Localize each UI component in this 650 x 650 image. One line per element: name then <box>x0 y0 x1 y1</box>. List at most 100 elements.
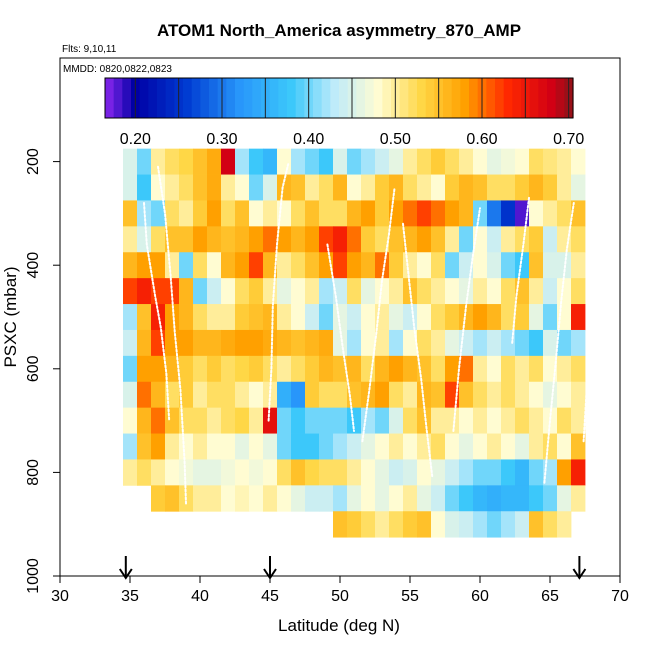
dates-label: MMDD: 0820,0822,0823 <box>63 64 172 75</box>
heatmap-cell <box>375 329 390 357</box>
heatmap-cell <box>445 252 460 279</box>
heatmap-cell <box>403 511 418 538</box>
heatmap-cell <box>347 329 362 357</box>
heatmap-cell <box>445 355 460 383</box>
heatmap-cell <box>291 252 306 279</box>
heatmap-cell <box>277 433 292 460</box>
heatmap-cell <box>207 329 222 357</box>
heatmap-cell <box>291 485 306 512</box>
heatmap-cell <box>123 459 138 486</box>
heatmap-cell <box>515 329 530 357</box>
heatmap-cell <box>361 174 376 201</box>
heatmap-cell <box>431 226 446 253</box>
heatmap-cell <box>571 381 586 409</box>
colorbar-segment <box>382 78 392 118</box>
heatmap-cell <box>179 174 194 201</box>
heatmap-cell <box>151 148 166 175</box>
flight-profile-lines <box>143 163 593 505</box>
colorbar-segment <box>538 78 548 118</box>
heatmap-cell <box>417 278 432 305</box>
heatmap-cell <box>347 226 362 253</box>
heatmap-cell <box>459 200 474 227</box>
heatmap-cell <box>459 174 474 201</box>
heatmap-cell <box>459 148 474 175</box>
heatmap-cell <box>543 252 558 279</box>
heatmap-cell <box>291 355 306 383</box>
heatmap-cell <box>221 485 236 512</box>
heatmap-cell <box>389 148 404 175</box>
heatmap-cell <box>515 381 530 409</box>
heatmap-cell <box>221 252 236 279</box>
heatmap-cell <box>277 355 292 383</box>
colorbar-segment <box>356 78 366 118</box>
heatmap-cell <box>375 355 390 383</box>
heatmap-cell <box>123 226 138 253</box>
heatmap-cell <box>375 407 390 434</box>
heatmap-cell <box>333 226 348 253</box>
heatmap-cell <box>431 407 446 434</box>
heatmap-cell <box>543 148 558 175</box>
heatmap-cell <box>263 174 278 201</box>
heatmap-cell <box>123 304 138 331</box>
heatmap-cell <box>543 329 558 357</box>
heatmap-cell <box>459 381 474 409</box>
heatmap-cell <box>361 304 376 331</box>
colorbar-segment <box>330 78 340 118</box>
heatmap-cell <box>529 433 544 460</box>
heatmap-cell <box>571 200 586 227</box>
heatmap-cell <box>249 148 264 175</box>
heatmap-cell <box>417 252 432 279</box>
heatmap-cell <box>277 407 292 434</box>
colorbar-segment <box>529 78 539 118</box>
heatmap-cell <box>277 381 292 409</box>
heatmap-cell <box>487 485 502 512</box>
heatmap-cell <box>291 174 306 201</box>
colorbar-segment <box>408 78 418 118</box>
heatmap-cell <box>529 200 544 227</box>
heatmap-cell <box>445 148 460 175</box>
heatmap-cell <box>347 200 362 227</box>
heatmap-cell <box>557 355 572 383</box>
heatmap-cell <box>501 174 516 201</box>
heatmap-cell <box>207 407 222 434</box>
heatmap-cell <box>473 200 488 227</box>
heatmap-cell <box>403 174 418 201</box>
flight-profile <box>157 165 187 505</box>
x-tick-label: 30 <box>51 588 69 605</box>
heatmap-cell <box>529 304 544 331</box>
heatmap-cell <box>487 433 502 460</box>
heatmap-cell <box>179 459 194 486</box>
heatmap-cell <box>137 226 152 253</box>
down-arrow-icon <box>263 556 277 580</box>
colorbar-tick-label: 0.30 <box>206 131 237 148</box>
colorbar-segment <box>122 78 132 118</box>
heatmap-cell <box>319 485 334 512</box>
heatmap-cell <box>165 200 180 227</box>
heatmap-cell <box>207 226 222 253</box>
heatmap-cell <box>361 148 376 175</box>
heatmap-cell <box>473 252 488 279</box>
heatmap-cell <box>417 485 432 512</box>
heatmap-cell <box>207 433 222 460</box>
heatmap-cell <box>333 355 348 383</box>
heatmap-cell <box>529 278 544 305</box>
heatmap-cell <box>473 459 488 486</box>
heatmap-cell <box>403 226 418 253</box>
x-tick-label: 45 <box>261 588 279 605</box>
heatmap-cell <box>263 226 278 253</box>
heatmap-cell <box>137 355 152 383</box>
heatmap-cell <box>193 304 208 331</box>
flight-profile <box>402 222 434 479</box>
colorbar-segment <box>105 78 115 118</box>
heatmap-cell <box>165 355 180 383</box>
flight-profile <box>267 163 290 422</box>
heatmap-cell <box>319 459 334 486</box>
heatmap-cell <box>515 226 530 253</box>
colorbar-segment <box>278 78 288 118</box>
heatmap-cell <box>417 459 432 486</box>
colorbar-segment <box>469 78 479 118</box>
heatmap-cell <box>151 355 166 383</box>
heatmap-cell <box>221 459 236 486</box>
heatmap-cell <box>123 433 138 460</box>
heatmap-cell <box>123 148 138 175</box>
